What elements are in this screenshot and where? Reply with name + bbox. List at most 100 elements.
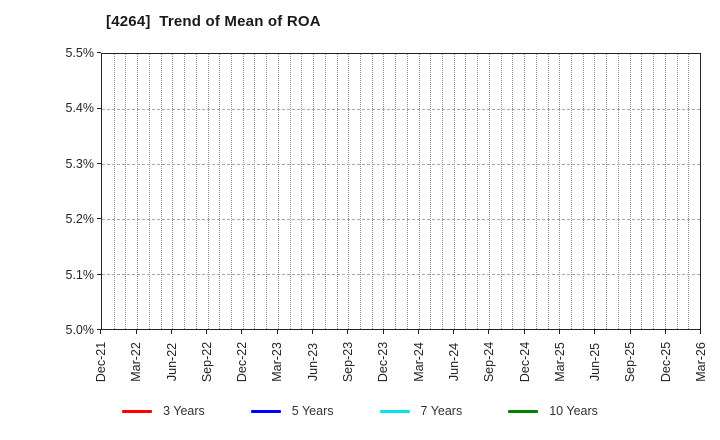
vertical-gridline (453, 54, 455, 329)
vertical-gridline (184, 54, 186, 329)
x-tick-mark (664, 330, 666, 334)
x-tick-label: Sep-22 (199, 341, 214, 383)
x-tick-mark (453, 330, 455, 334)
x-tick-mark (100, 330, 102, 334)
x-tick-mark (594, 330, 596, 334)
legend-line-icon (508, 409, 539, 413)
vertical-gridline (571, 54, 573, 329)
x-tick-label: Dec-24 (517, 341, 532, 383)
x-tick-mark (347, 330, 349, 334)
x-tick-mark (629, 330, 631, 334)
x-tick-mark (417, 330, 419, 334)
legend-item-7-years: 7 Years (379, 404, 463, 418)
vertical-gridline (676, 54, 678, 329)
x-tick-label: Sep-24 (482, 341, 497, 383)
vertical-gridline (594, 54, 596, 329)
vertical-gridline (617, 54, 619, 329)
vertical-gridline (524, 54, 526, 329)
y-tick-mark (97, 107, 101, 109)
y-tick-mark (97, 163, 101, 165)
vertical-gridline (629, 54, 631, 329)
x-tick-mark (206, 330, 208, 334)
legend-item-10-years: 10 Years (508, 404, 598, 418)
vertical-gridline (430, 54, 432, 329)
x-tick-mark (700, 330, 702, 334)
vertical-gridline (336, 54, 338, 329)
x-tick-label: Mar-23 (270, 342, 285, 382)
vertical-gridline (535, 54, 537, 329)
vertical-gridline (313, 54, 315, 329)
y-tick-label: 5.4% (65, 101, 95, 116)
vertical-gridline (582, 54, 584, 329)
vertical-gridline (301, 54, 303, 329)
vertical-gridline (266, 54, 268, 329)
vertical-gridline (500, 54, 502, 329)
x-tick-label: Dec-23 (376, 341, 391, 383)
vertical-gridline (160, 54, 162, 329)
legend-label: 3 Years (163, 404, 205, 418)
x-tick-label: Mar-25 (552, 342, 567, 382)
plot-area (101, 53, 701, 330)
legend-line-icon (379, 409, 410, 413)
x-tick-mark (559, 330, 561, 334)
legend-item-3-years: 3 Years (122, 404, 205, 418)
vertical-gridline (324, 54, 326, 329)
vertical-gridline (219, 54, 221, 329)
horizontal-gridline (102, 164, 700, 165)
y-tick-label: 5.5% (65, 46, 95, 60)
y-tick-mark (97, 273, 101, 275)
x-tick-label: Jun-24 (446, 342, 461, 382)
legend-label: 7 Years (420, 404, 463, 418)
vertical-gridline (512, 54, 514, 329)
vertical-gridline (195, 54, 197, 329)
vertical-gridline (442, 54, 444, 329)
vertical-gridline (254, 54, 256, 329)
x-tick-mark (241, 330, 243, 334)
x-tick-label: Jun-22 (164, 342, 179, 382)
vertical-gridline (230, 54, 232, 329)
vertical-gridline (477, 54, 479, 329)
vertical-gridline (148, 54, 150, 329)
x-tick-mark (312, 330, 313, 334)
y-tick-label: 5.0% (65, 323, 95, 337)
x-tick-label: Mar-22 (129, 342, 144, 382)
vertical-gridline (359, 54, 361, 329)
x-tick-mark (523, 330, 525, 334)
vertical-gridline (418, 54, 420, 329)
vertical-gridline (488, 54, 490, 329)
y-tick-mark (97, 329, 101, 331)
vertical-gridline (137, 54, 139, 329)
vertical-gridline (688, 54, 690, 329)
vertical-gridline (277, 54, 279, 329)
horizontal-gridline (102, 274, 700, 275)
vertical-gridline (289, 54, 291, 329)
x-tick-mark (382, 330, 384, 334)
x-tick-label: Jun-25 (588, 342, 603, 382)
horizontal-gridline (102, 109, 700, 110)
vertical-gridline (465, 54, 467, 329)
y-tick-label: 5.2% (65, 212, 95, 227)
vertical-gridline (653, 54, 655, 329)
x-tick-label: Sep-25 (623, 341, 638, 383)
legend-line-icon (122, 409, 153, 413)
y-tick-label: 5.3% (65, 156, 95, 171)
x-tick-label: Jun-23 (305, 342, 320, 382)
x-tick-mark (170, 330, 172, 334)
vertical-gridline (395, 54, 397, 329)
y-tick-mark (97, 52, 101, 54)
x-tick-label: Dec-25 (658, 341, 673, 383)
vertical-gridline (606, 54, 608, 329)
legend-line-icon (250, 409, 281, 413)
legend: 3 Years 5 Years 7 Years 10 Years (0, 404, 720, 418)
vertical-gridline (547, 54, 549, 329)
legend-label: 5 Years (291, 404, 334, 418)
x-tick-mark (488, 330, 490, 334)
x-tick-label: Dec-21 (94, 341, 108, 383)
y-tick-label: 5.1% (65, 267, 95, 282)
x-tick-label: Dec-22 (235, 341, 250, 383)
legend-label: 10 Years (549, 404, 598, 418)
y-tick-mark (97, 218, 101, 220)
x-tick-label: Mar-26 (694, 342, 708, 382)
horizontal-gridline (102, 219, 700, 220)
